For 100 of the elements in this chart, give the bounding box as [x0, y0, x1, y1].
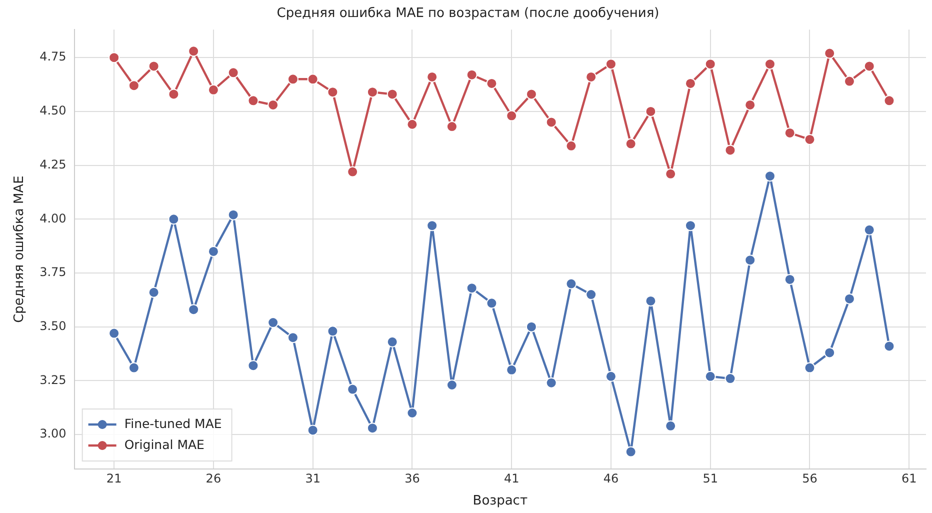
point	[168, 88, 180, 100]
point	[566, 278, 577, 290]
point	[347, 166, 358, 178]
point	[426, 71, 438, 82]
point	[168, 214, 180, 225]
y-tick-label: 4.75	[40, 50, 66, 64]
point	[804, 362, 816, 374]
point	[386, 336, 398, 348]
point	[724, 373, 736, 384]
point	[824, 48, 836, 59]
point	[148, 286, 160, 298]
point	[366, 422, 378, 434]
point	[188, 304, 200, 316]
point	[724, 144, 736, 156]
chart-title: Средняя ошибка MAE по возрастам (после дообучения)	[276, 6, 660, 22]
point	[586, 71, 597, 82]
point	[188, 46, 200, 57]
point	[764, 170, 776, 182]
x-tick-label: 26	[206, 471, 222, 486]
point	[645, 106, 656, 117]
point	[586, 289, 597, 300]
point	[844, 76, 855, 87]
y-tick-label: 3.25	[40, 372, 66, 387]
point	[884, 95, 895, 106]
legend-label: Fine-tuned MAE	[124, 416, 222, 431]
point	[665, 420, 676, 432]
point	[347, 384, 358, 395]
point	[287, 332, 298, 344]
point	[526, 321, 537, 332]
point	[386, 88, 398, 100]
point	[426, 220, 438, 232]
y-tick-label: 4.00	[40, 211, 66, 226]
point	[486, 298, 498, 309]
point	[744, 254, 756, 266]
y-tick-label: 3.00	[40, 426, 66, 441]
point	[764, 58, 776, 70]
point	[268, 99, 279, 110]
point	[128, 362, 140, 374]
point	[228, 209, 239, 220]
point	[824, 347, 836, 358]
point	[704, 58, 716, 70]
x-tick-label: 61	[901, 471, 917, 486]
point	[108, 328, 120, 339]
point	[466, 69, 478, 80]
point	[327, 86, 338, 98]
x-tick-label: 46	[603, 471, 619, 486]
point	[406, 408, 418, 418]
point	[307, 74, 318, 85]
x-tick-label: 36	[404, 471, 420, 486]
point	[228, 67, 239, 78]
point	[864, 224, 875, 236]
point	[804, 134, 816, 145]
y-tick-label: 4.25	[40, 157, 66, 172]
x-tick-label: 21	[106, 471, 122, 486]
legend-label: Original MAE	[124, 436, 205, 452]
point	[486, 78, 498, 89]
point	[446, 379, 458, 390]
point	[287, 74, 298, 85]
point	[466, 282, 478, 294]
point	[248, 95, 259, 106]
point	[844, 293, 855, 304]
point	[684, 220, 696, 232]
point	[526, 88, 537, 100]
y-tick-label: 4.50	[40, 104, 66, 118]
point	[148, 60, 160, 72]
point	[864, 60, 875, 72]
point	[506, 110, 518, 122]
point	[406, 118, 418, 130]
point	[684, 78, 696, 89]
x-tick-label: 41	[504, 471, 520, 486]
point	[546, 377, 557, 388]
point	[268, 317, 279, 328]
point	[307, 424, 318, 436]
point	[128, 80, 140, 92]
point	[784, 274, 796, 285]
point	[327, 326, 338, 337]
point	[506, 364, 518, 376]
point	[744, 99, 756, 110]
point	[605, 370, 616, 382]
point	[884, 340, 895, 352]
point	[566, 140, 577, 152]
point	[546, 116, 557, 128]
point	[784, 127, 796, 138]
point	[625, 138, 636, 150]
point	[704, 370, 716, 382]
point	[208, 84, 219, 96]
point	[665, 168, 676, 180]
y-tick-label: 3.75	[40, 265, 66, 280]
point	[366, 86, 378, 98]
x-tick-label: 56	[802, 471, 818, 486]
y-tick-label: 3.50	[40, 318, 66, 333]
point	[208, 246, 219, 257]
x-tick-label: 31	[305, 471, 320, 486]
point	[645, 295, 656, 306]
point	[605, 58, 616, 70]
point	[108, 52, 120, 64]
point	[446, 121, 458, 132]
y-axis-title: Средняя ошибка MAE	[12, 176, 28, 323]
point	[625, 446, 636, 458]
point	[248, 360, 259, 372]
